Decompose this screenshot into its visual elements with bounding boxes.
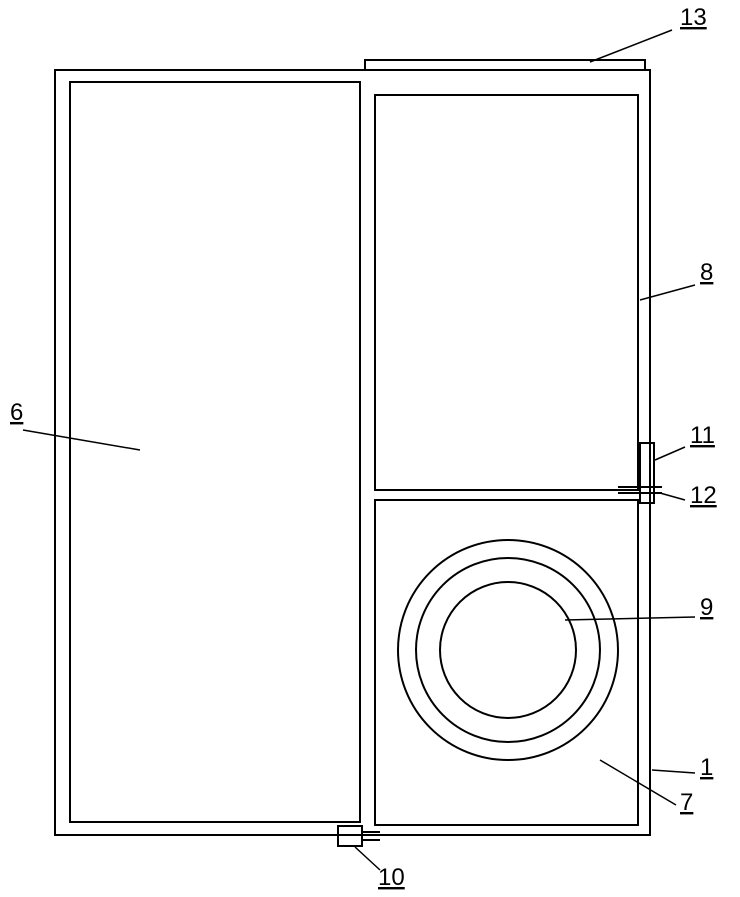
circle-outer xyxy=(398,540,618,760)
label-l9: 9 xyxy=(700,594,713,621)
leader-line-l9 xyxy=(565,617,695,620)
leader-line-l1 xyxy=(652,770,695,773)
leader-line-l8 xyxy=(640,285,695,300)
label-l7: 7 xyxy=(680,789,693,816)
label-l13: 13 xyxy=(680,4,707,31)
left-panel-6 xyxy=(70,82,360,822)
label-l10: 10 xyxy=(378,864,405,891)
label-l8: 8 xyxy=(700,259,713,286)
right-upper-panel-8 xyxy=(375,95,638,490)
outer-box-1 xyxy=(55,70,650,835)
leader-line-l13 xyxy=(590,30,672,62)
label-l12: 12 xyxy=(690,482,717,509)
leader-line-l12 xyxy=(660,493,685,500)
label-l1: 1 xyxy=(700,754,713,781)
label-l6: 6 xyxy=(10,399,23,426)
leader-line-l6 xyxy=(23,430,140,450)
leader-line-l10 xyxy=(355,847,380,870)
circle-inner-9 xyxy=(440,582,576,718)
leader-line-l11 xyxy=(655,447,685,460)
circle-mid xyxy=(416,558,600,742)
label-l11: 11 xyxy=(690,422,715,449)
top-bar-13 xyxy=(365,60,645,70)
